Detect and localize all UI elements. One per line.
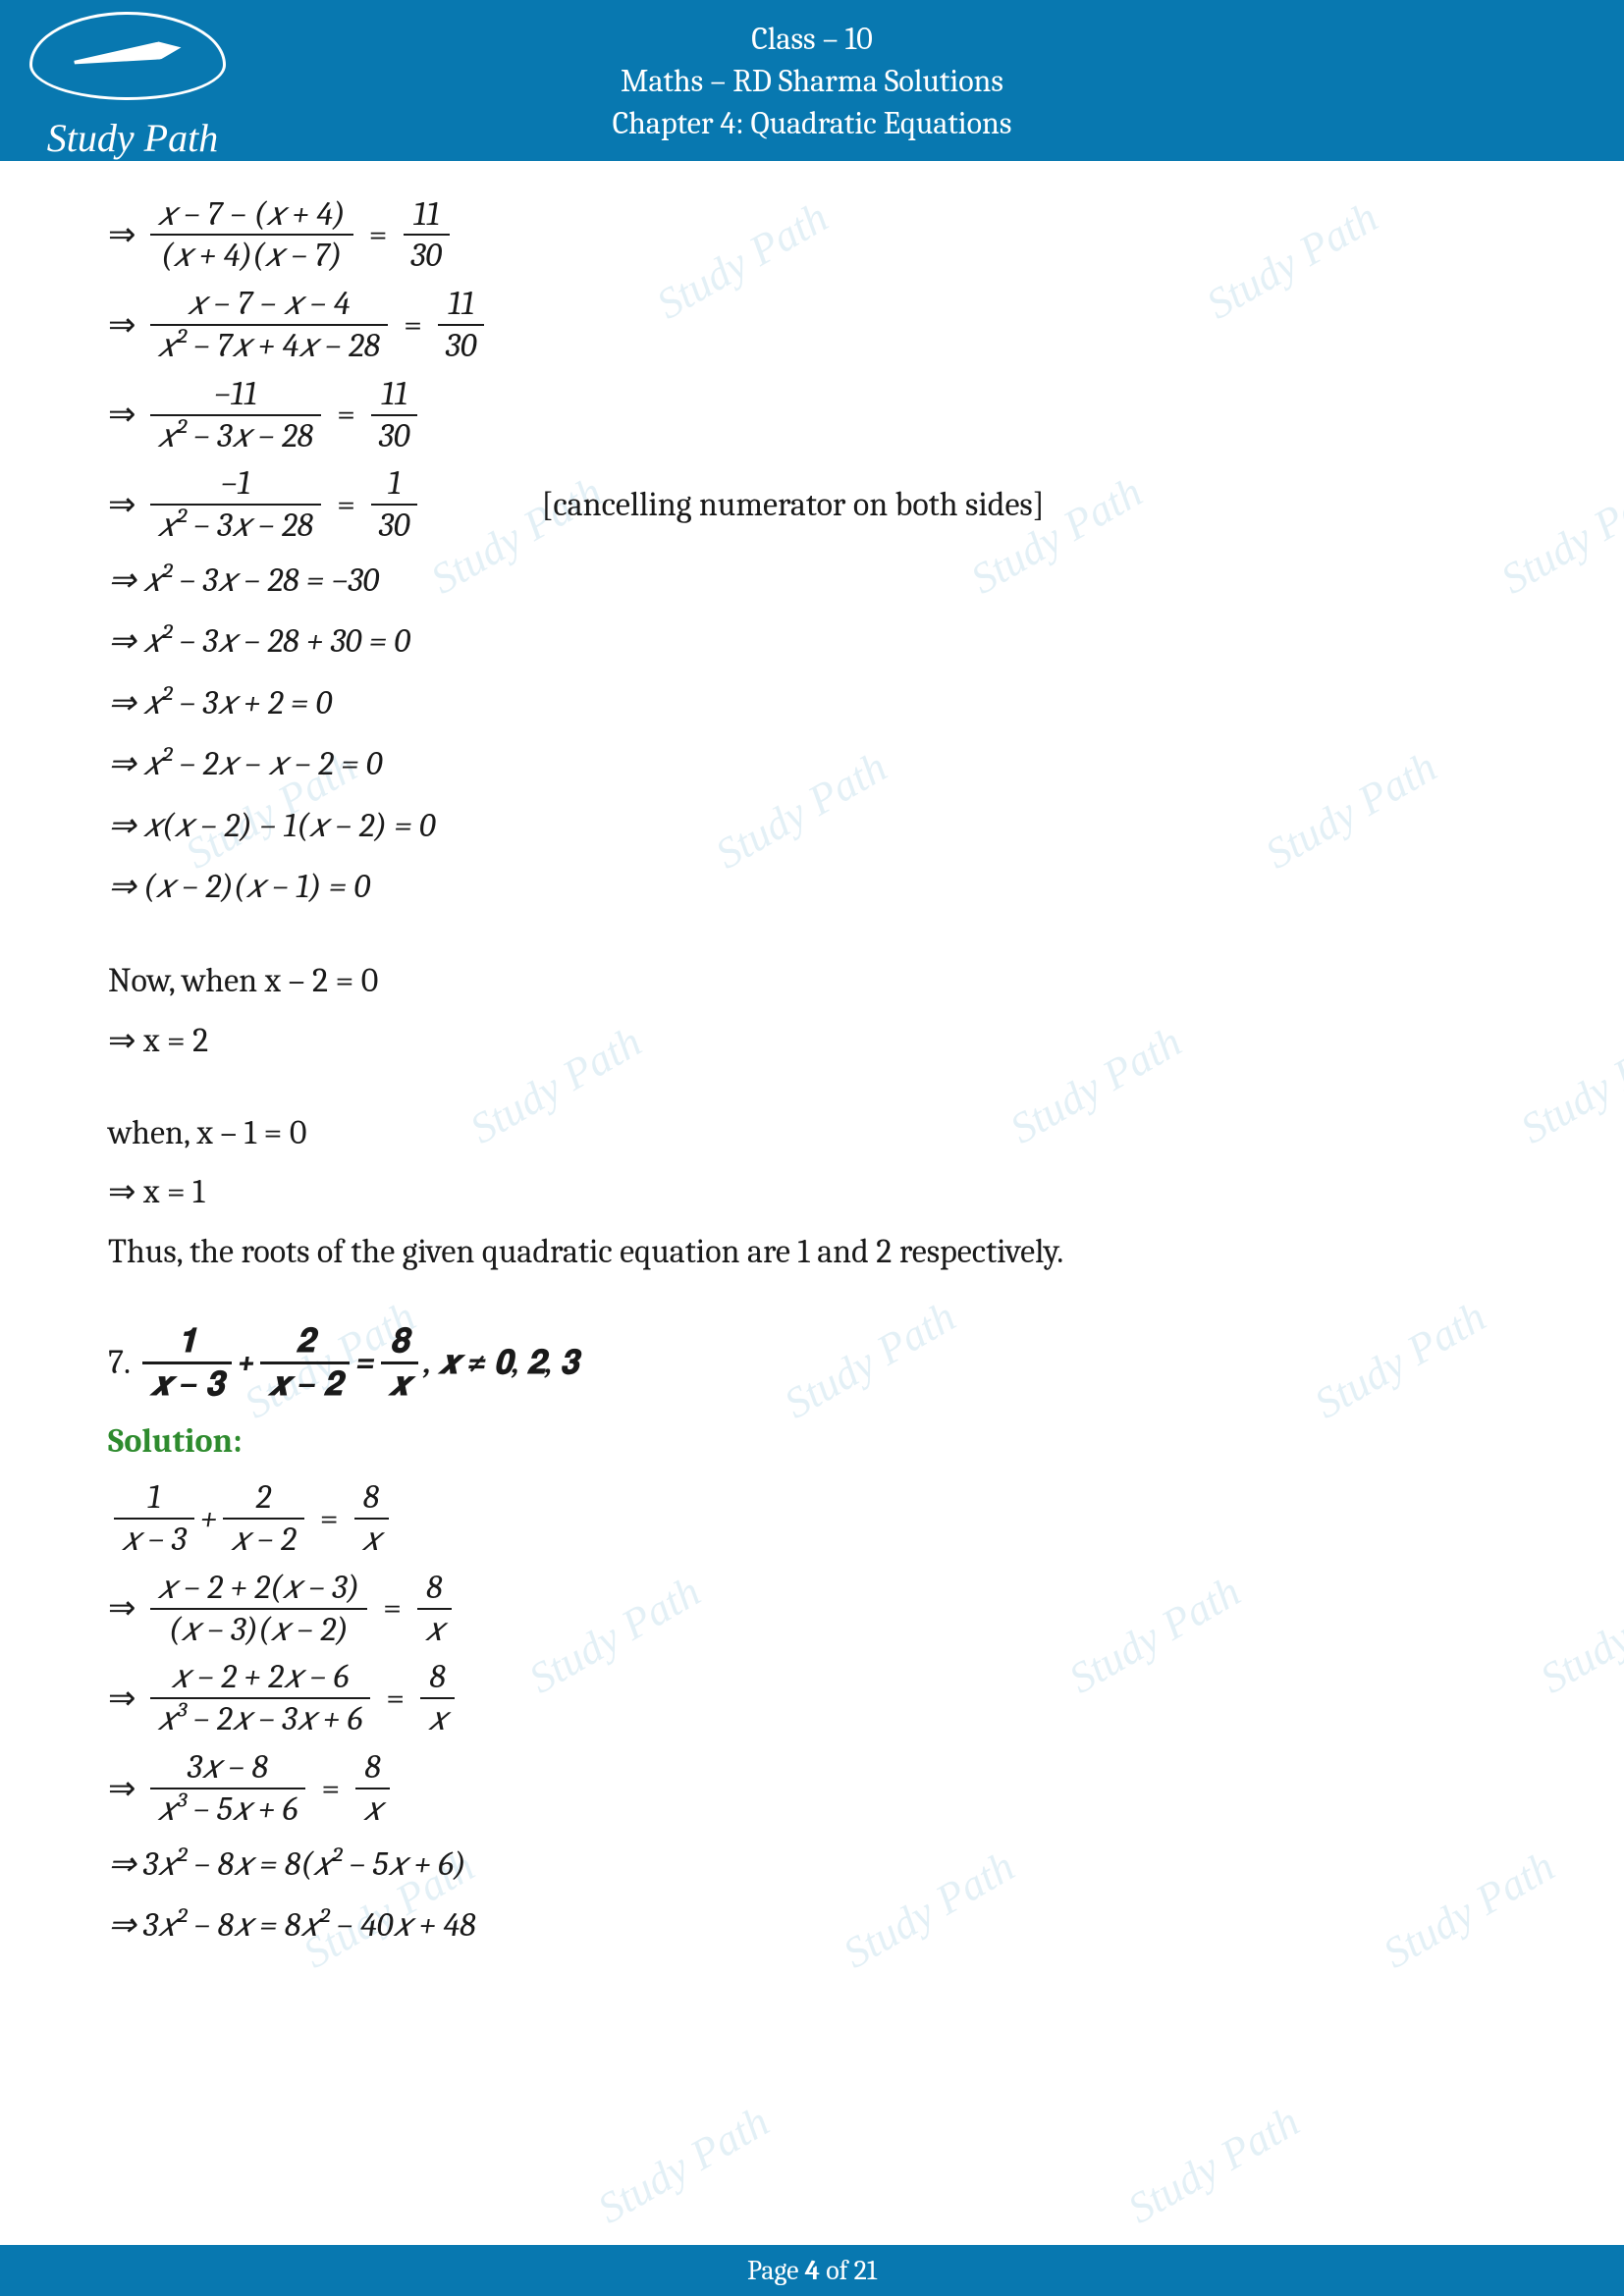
numerator: 𝑥 − 2 + 2𝑥 − 6 <box>163 1657 356 1697</box>
numerator: 8 <box>355 1477 387 1518</box>
watermark: Study Path <box>1119 2096 1308 2233</box>
numerator: 𝑥 − 7 − 𝑥 − 4 <box>180 284 358 324</box>
numerator: 8 <box>421 1657 453 1697</box>
numerator: 𝟏 <box>170 1321 204 1362</box>
numerator: 8 <box>418 1568 450 1608</box>
equals-sign: = <box>355 1336 374 1389</box>
denominator: 𝑥 <box>417 1610 452 1650</box>
watermark: Study Path <box>589 2096 778 2233</box>
pen-icon <box>73 38 182 71</box>
denominator: 𝑥² − 7𝑥 + 4𝑥 − 28 <box>150 326 389 366</box>
numerator: 𝟐 <box>288 1321 322 1362</box>
text-line: ⇒ x = 1 <box>108 1165 1516 1218</box>
logo-oval <box>29 12 226 100</box>
question-block: 7. 𝟏𝒙 − 𝟑 + 𝟐𝒙 − 𝟐 = 𝟖𝒙 , 𝒙 ≠ 𝟎, 𝟐, 𝟑 So… <box>108 1321 1516 1951</box>
logo-text: Study Path <box>29 112 236 165</box>
text-line: Thus, the roots of the given quadratic e… <box>108 1225 1516 1278</box>
annotation: [cancelling numerator on both sides] <box>541 478 1044 531</box>
denominator: (𝑥 + 4)(𝑥 − 7) <box>153 236 350 276</box>
question-number: 7. <box>108 1336 131 1389</box>
numerator: 𝟖 <box>382 1321 416 1362</box>
denominator: 𝑥 <box>420 1699 455 1739</box>
numerator: 2 <box>248 1477 280 1518</box>
denominator: 30 <box>404 236 451 276</box>
equation-step: 1𝑥 − 3 + 2𝑥 − 2 = 8𝑥 <box>108 1477 1516 1560</box>
equation-step: ⇒ 𝑥 − 7 − (𝑥 + 4)(𝑥 + 4)(𝑥 − 7) = 1130 <box>108 194 1516 277</box>
denominator: 𝑥 − 3 <box>114 1520 194 1560</box>
denominator: 𝒙 − 𝟑 <box>142 1364 232 1405</box>
equation-step: ⇒ 𝑥² − 3𝑥 − 28 = −30 <box>108 554 1516 607</box>
denominator: 30 <box>438 326 485 366</box>
denominator: 30 <box>371 416 418 456</box>
numerator: 1 <box>380 463 408 504</box>
text-line: ⇒ x = 2 <box>108 1014 1516 1067</box>
equation-step: ⇒ 𝑥 − 2 + 2𝑥 − 6𝑥³ − 2𝑥 − 3𝑥 + 6 = 8𝑥 <box>108 1657 1516 1739</box>
page-header: Study Path Class – 10 Maths – RD Sharma … <box>0 0 1624 161</box>
denominator: (𝑥 − 3)(𝑥 − 2) <box>161 1610 356 1650</box>
page-footer: Page 4 of 21 <box>0 2245 1624 2296</box>
equation-step: ⇒ 3𝑥² − 8𝑥 = 8(𝑥² − 5𝑥 + 6) <box>108 1838 1516 1891</box>
denominator: 𝑥 − 2 <box>223 1520 304 1560</box>
condition: , 𝒙 ≠ 𝟎, 𝟐, 𝟑 <box>424 1336 578 1389</box>
header-line-1: Class – 10 <box>0 18 1624 60</box>
brand-logo: Study Path <box>29 12 236 130</box>
numerator: 11 <box>440 284 482 324</box>
equation-step: ⇒ (𝑥 − 2)(𝑥 − 1) = 0 <box>108 860 1516 913</box>
header-line-2: Maths – RD Sharma Solutions <box>0 60 1624 102</box>
page-number: 4 <box>805 2255 820 2286</box>
denominator: 𝑥 <box>355 1789 390 1830</box>
header-line-3: Chapter 4: Quadratic Equations <box>0 102 1624 144</box>
numerator: −11 <box>206 374 265 414</box>
numerator: 3𝑥 − 8 <box>180 1747 276 1788</box>
denominator: 𝑥 <box>354 1520 389 1560</box>
equation-step: ⇒ 3𝑥 − 8𝑥³ − 5𝑥 + 6 = 8𝑥 <box>108 1747 1516 1830</box>
numerator: 11 <box>406 194 448 235</box>
footer-suffix: of 21 <box>820 2255 877 2286</box>
denominator: 𝑥³ − 5𝑥 + 6 <box>150 1789 306 1830</box>
equation-step: ⇒ 𝑥² − 2𝑥 − 𝑥 − 2 = 0 <box>108 737 1516 790</box>
plus-sign: + <box>238 1336 254 1389</box>
text-line: Now, when x – 2 = 0 <box>108 954 1516 1007</box>
equation-step: ⇒ 𝑥(𝑥 − 2) − 1(𝑥 − 2) = 0 <box>108 799 1516 852</box>
equation-step: ⇒ 𝑥 − 7 − 𝑥 − 4𝑥² − 7𝑥 + 4𝑥 − 28 = 1130 <box>108 284 1516 366</box>
numerator: −1 <box>213 463 258 504</box>
denominator: 𝑥² − 3𝑥 − 28 <box>150 416 322 456</box>
solution-label: Solution: <box>108 1415 1516 1468</box>
numerator: 11 <box>373 374 415 414</box>
denominator: 30 <box>371 506 418 546</box>
denominator: 𝑥² − 3𝑥 − 28 <box>150 506 322 546</box>
question-equation: 7. 𝟏𝒙 − 𝟑 + 𝟐𝒙 − 𝟐 = 𝟖𝒙 , 𝒙 ≠ 𝟎, 𝟐, 𝟑 <box>108 1321 1516 1405</box>
text-line: when, x – 1 = 0 <box>108 1106 1516 1159</box>
page-content: ⇒ 𝑥 − 7 − (𝑥 + 4)(𝑥 + 4)(𝑥 − 7) = 1130 ⇒… <box>0 161 1624 2019</box>
numerator: 1 <box>139 1477 168 1518</box>
equation-step: ⇒ −1𝑥² − 3𝑥 − 28 = 130 [cancelling numer… <box>108 463 1516 546</box>
equation-step: ⇒ 𝑥 − 2 + 2(𝑥 − 3)(𝑥 − 3)(𝑥 − 2) = 8𝑥 <box>108 1568 1516 1650</box>
equation-step: ⇒ 3𝑥² − 8𝑥 = 8𝑥² − 40𝑥 + 48 <box>108 1898 1516 1951</box>
equation-step: ⇒ −11𝑥² − 3𝑥 − 28 = 1130 <box>108 374 1516 456</box>
denominator: 𝒙 <box>381 1364 418 1405</box>
equation-step: ⇒ 𝑥² − 3𝑥 − 28 + 30 = 0 <box>108 614 1516 667</box>
numerator: 𝑥 − 2 + 2(𝑥 − 3) <box>150 1568 368 1608</box>
numerator: 𝑥 − 7 − (𝑥 + 4) <box>150 194 353 235</box>
equation-step: ⇒ 𝑥² − 3𝑥 + 2 = 0 <box>108 676 1516 729</box>
denominator: 𝒙 − 𝟐 <box>260 1364 350 1405</box>
footer-prefix: Page <box>747 2255 805 2286</box>
numerator: 8 <box>356 1747 388 1788</box>
denominator: 𝑥³ − 2𝑥 − 3𝑥 + 6 <box>150 1699 371 1739</box>
